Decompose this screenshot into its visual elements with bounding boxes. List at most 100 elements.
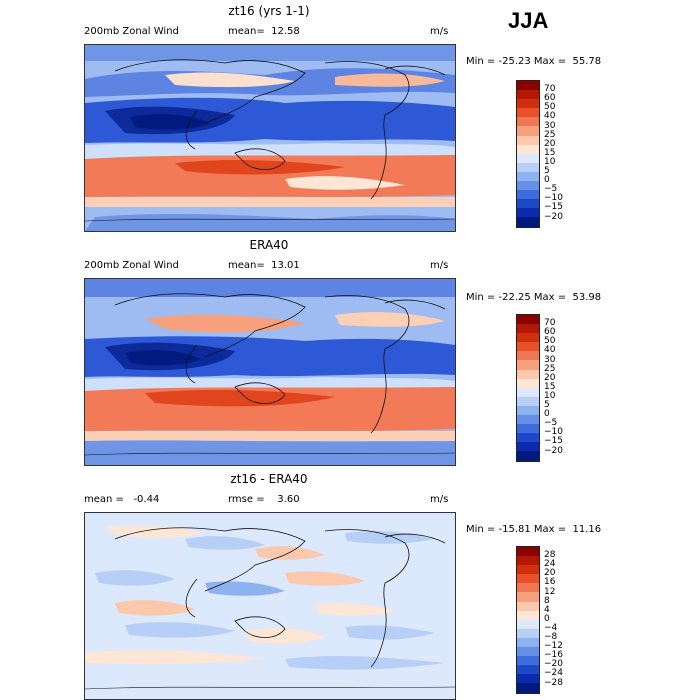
- panel-2-colorbar: 70 60 50 40 30 25 20 15 10 5 0 −5 −10 −15 −20: [516, 314, 563, 462]
- colorbar-label: 5: [544, 166, 550, 176]
- panel-3-units: m/s: [430, 494, 449, 505]
- colorbar-swatch: [516, 601, 540, 611]
- panel-1-field-label: 200mb Zonal Wind: [84, 26, 179, 37]
- colorbar-label: 4: [544, 604, 550, 615]
- colorbar-label: 15: [544, 381, 556, 392]
- colorbar-label: 0: [544, 613, 550, 624]
- panel-1-stats: Min = -25.23 Max = 55.78: [466, 56, 602, 67]
- panel-3-title: zt16 - ERA40: [230, 472, 308, 486]
- colorbar-label: 25: [544, 363, 556, 374]
- panel-2-mean: mean= 13.01: [228, 260, 300, 271]
- colorbar-swatch: [516, 574, 540, 584]
- colorbar-label: 5: [544, 400, 550, 410]
- colorbar-swatch: [516, 369, 540, 379]
- panel-1-title: zt16 (yrs 1-1): [228, 4, 310, 18]
- colorbar-label: 0: [544, 409, 550, 420]
- colorbar-label: 10: [544, 156, 556, 167]
- colorbar-label: 20: [544, 138, 556, 149]
- colorbar-swatch: [516, 314, 540, 325]
- colorbar-label: 8: [544, 595, 550, 606]
- colorbar-label: −15: [544, 202, 563, 213]
- colorbar-label: 30: [544, 120, 556, 131]
- colorbar-swatch: [516, 433, 540, 443]
- colorbar-label: 50: [544, 102, 556, 113]
- colorbar-label: −16: [544, 650, 563, 661]
- colorbar-swatch: [516, 351, 540, 361]
- colorbar-swatch: [516, 199, 540, 209]
- colorbar-swatch: [516, 126, 540, 136]
- colorbar-label: −12: [544, 641, 563, 652]
- colorbar-swatch: [516, 117, 540, 127]
- panel-3-rmse: rmse = 3.60: [228, 494, 300, 505]
- colorbar-swatch: [516, 387, 540, 397]
- colorbar-swatch: [516, 556, 540, 566]
- colorbar-swatch: [516, 181, 540, 191]
- colorbar-label: −20: [544, 445, 563, 456]
- panel-2-field-label: 200mb Zonal Wind: [84, 260, 179, 271]
- colorbar-label: 50: [544, 336, 556, 347]
- colorbar-swatch: [516, 208, 540, 218]
- colorbar-label: −5: [544, 184, 558, 195]
- panel-3-colorbar: 28 24 20 16 12 8 4 0 −4 −8 −12 −16 −20 −24 −28: [516, 546, 563, 694]
- colorbar-label: 28: [544, 550, 556, 561]
- colorbar-swatch: [516, 674, 540, 684]
- colorbar-label: 20: [544, 372, 556, 383]
- colorbar-swatch: [516, 99, 540, 109]
- colorbar-swatch: [516, 610, 540, 620]
- colorbar-label: 30: [544, 354, 556, 365]
- colorbar-label: 12: [544, 586, 556, 597]
- colorbar-label: −4: [544, 622, 558, 633]
- colorbar-swatch: [516, 217, 540, 228]
- colorbar-swatch: [516, 342, 540, 352]
- colorbar-swatch: [516, 360, 540, 370]
- colorbar-swatch: [516, 80, 540, 91]
- colorbar-label: −20: [544, 211, 563, 222]
- colorbar-swatch: [516, 451, 540, 462]
- colorbar-swatch: [516, 153, 540, 163]
- colorbar-swatch: [516, 583, 540, 593]
- colorbar-swatch: [516, 108, 540, 118]
- colorbar-label: 70: [544, 318, 556, 329]
- colorbar-label: −24: [544, 668, 563, 679]
- colorbar-label: −8: [544, 632, 558, 642]
- colorbar-swatch: [516, 333, 540, 343]
- colorbar-swatch: [516, 90, 540, 100]
- panel-3-map: [84, 512, 456, 700]
- colorbar-label: −20: [544, 659, 563, 670]
- colorbar-label: 60: [544, 327, 556, 338]
- colorbar-label: 25: [544, 129, 556, 140]
- colorbar-label: 60: [544, 93, 556, 104]
- colorbar-label: 40: [544, 345, 556, 356]
- panel-1-colorbar: 70 60 50 40 30 25 20 15 10 5 0 −5 −10 −15 −20: [516, 80, 563, 228]
- panel-2-map: [84, 278, 456, 466]
- colorbar-swatch: [516, 637, 540, 648]
- panel-2-stats: Min = -22.25 Max = 53.98: [466, 292, 602, 303]
- panel-2-units: m/s: [430, 260, 449, 271]
- colorbar-swatch: [516, 683, 540, 694]
- colorbar-swatch: [516, 442, 540, 452]
- colorbar-swatch: [516, 565, 540, 575]
- colorbar-label: 15: [544, 147, 556, 158]
- colorbar-swatch: [516, 378, 540, 388]
- colorbar-swatch: [516, 135, 540, 145]
- colorbar-swatch: [516, 647, 540, 657]
- colorbar-label: −5: [544, 418, 558, 429]
- colorbar-swatch: [516, 656, 540, 666]
- colorbar-label: 0: [544, 175, 550, 186]
- colorbar-label: 16: [544, 577, 556, 588]
- colorbar-swatch: [516, 665, 540, 675]
- panel-1-units: m/s: [430, 26, 449, 37]
- panel-1-map: [84, 44, 456, 232]
- colorbar-swatch: [516, 619, 540, 629]
- season-label: JJA: [508, 8, 549, 33]
- colorbar-swatch: [516, 162, 540, 172]
- panel-3-mean: mean = -0.44: [84, 494, 160, 505]
- colorbar-swatch: [516, 424, 540, 434]
- panel-1-mean: mean= 12.58: [228, 26, 300, 37]
- colorbar-swatch: [516, 405, 540, 416]
- colorbar-label: 70: [544, 84, 556, 95]
- colorbar-label: −15: [544, 436, 563, 447]
- colorbar-swatch: [516, 592, 540, 602]
- colorbar-swatch: [516, 324, 540, 334]
- colorbar-swatch: [516, 628, 540, 638]
